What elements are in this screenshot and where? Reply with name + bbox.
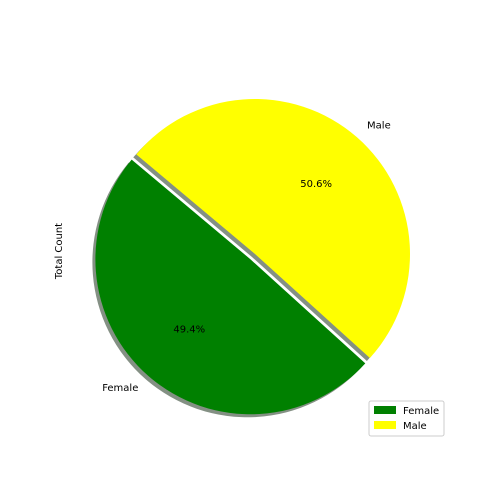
pie-slices: [95, 99, 410, 415]
legend: Female Male: [368, 400, 445, 437]
percent-label-female: 49.4%: [173, 324, 205, 335]
legend-label-female: Female: [403, 406, 439, 417]
legend-swatch-female: [374, 406, 396, 414]
slice-label-female: Female: [102, 383, 138, 394]
slice-labels: Female Male: [102, 120, 391, 393]
legend-label-male: Male: [403, 421, 427, 432]
percent-labels: 49.4% 50.6%: [173, 179, 332, 335]
slice-male: [136, 99, 410, 359]
slice-female: [95, 159, 366, 415]
percent-label-male: 50.6%: [300, 179, 332, 190]
slice-label-male: Male: [367, 120, 391, 131]
legend-swatch-male: [374, 421, 396, 429]
y-axis-label: Total Count: [54, 223, 65, 280]
